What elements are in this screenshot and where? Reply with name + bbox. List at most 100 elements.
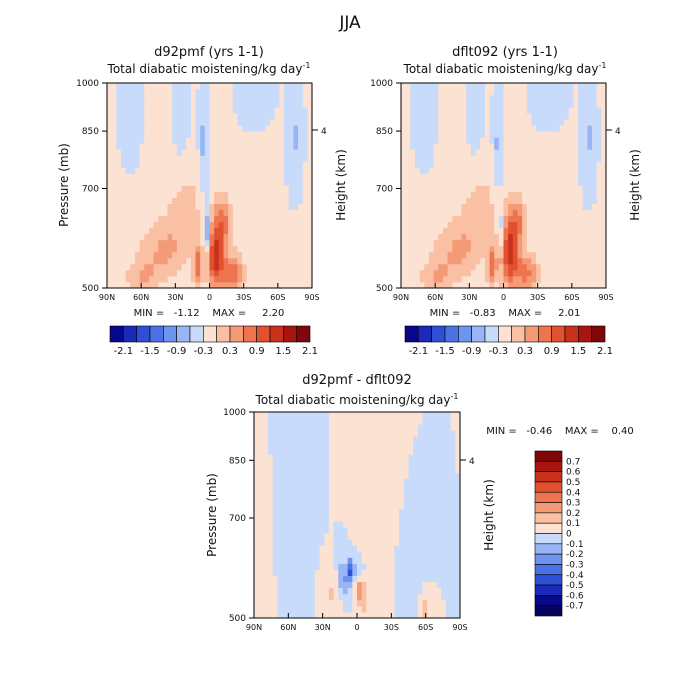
heatmap-cell	[554, 191, 560, 198]
heatmap-cell	[319, 569, 325, 576]
heatmap-cell	[181, 263, 187, 271]
heatmap-cell	[130, 173, 136, 180]
heatmap-cell	[288, 167, 294, 174]
heatmap-cell	[508, 143, 514, 150]
heatmap-cell	[214, 251, 220, 259]
heatmap-cell	[158, 161, 164, 168]
heatmap-cell	[134, 251, 141, 259]
heatmap-cell	[545, 173, 551, 180]
heatmap-cell	[413, 569, 419, 576]
heatmap-cell	[389, 454, 395, 461]
heatmap-cell	[282, 563, 288, 570]
heatmap-cell	[333, 502, 339, 510]
heatmap-cell	[559, 281, 565, 289]
heatmap-cell	[167, 107, 173, 114]
heatmap-cell	[371, 430, 377, 437]
heatmap-cell	[342, 508, 349, 516]
heatmap-cell	[107, 245, 113, 253]
heatmap-cell	[441, 454, 447, 461]
heatmap-cell	[319, 551, 325, 558]
heatmap-cell	[120, 131, 127, 138]
heatmap-cell	[394, 569, 400, 576]
heatmap-cell	[401, 275, 407, 283]
heatmap-cell	[272, 460, 278, 467]
heatmap-cell	[601, 197, 607, 204]
heatmap-cell	[302, 257, 308, 265]
heatmap-cell	[494, 179, 500, 186]
heatmap-cell	[456, 125, 462, 132]
heatmap-cell	[508, 167, 514, 174]
heatmap-cell	[375, 460, 381, 467]
heatmap-cell	[484, 263, 490, 271]
heatmap-cell	[447, 131, 453, 138]
heatmap-cell	[190, 275, 196, 283]
heatmap-cell	[536, 275, 542, 283]
heatmap-cell	[291, 611, 297, 619]
heatmap-cell	[242, 89, 248, 96]
heatmap-cell	[582, 89, 588, 96]
heatmap-cell	[408, 569, 414, 576]
heatmap-cell	[268, 515, 274, 522]
heatmap-cell	[314, 412, 320, 419]
heatmap-cell	[120, 107, 127, 114]
heatmap-cell	[291, 424, 297, 431]
heatmap-cell	[256, 269, 262, 277]
heatmap-cell	[427, 496, 433, 504]
heatmap-cell	[578, 95, 584, 102]
heatmap-cell	[319, 599, 325, 607]
heatmap-cell	[296, 454, 302, 461]
colorbar-tick-label: 2.1	[597, 346, 613, 357]
heatmap-cell	[310, 587, 316, 595]
heatmap-cell	[228, 131, 234, 138]
heatmap-cell	[394, 611, 400, 619]
heatmap-cell	[134, 107, 141, 114]
heatmap-cell	[305, 436, 311, 443]
heatmap-cell	[436, 490, 442, 498]
heatmap-cell	[162, 137, 168, 144]
heatmap-cell	[419, 89, 425, 96]
heatmap-cell	[494, 167, 500, 174]
heatmap-cell	[399, 460, 405, 467]
heatmap-cell	[305, 496, 311, 504]
heatmap-cell	[120, 251, 127, 259]
heatmap-cell	[256, 215, 262, 223]
heatmap-cell	[419, 257, 425, 265]
heatmap-cell	[403, 454, 409, 461]
heatmap-cell	[592, 95, 598, 102]
heatmap-cell	[475, 221, 481, 229]
heatmap-cell	[401, 233, 407, 241]
heatmap-cell	[125, 83, 131, 90]
colorbar-swatch	[176, 325, 191, 343]
heatmap-cell	[237, 215, 243, 223]
heatmap-cell	[424, 275, 430, 283]
heatmap-cell	[319, 496, 325, 504]
heatmap-cell	[347, 593, 353, 601]
heatmap-cell	[361, 575, 367, 583]
heatmap-cell	[578, 143, 584, 150]
heatmap-cell	[413, 424, 419, 431]
heatmap-cell	[480, 125, 486, 132]
heatmap-cell	[559, 137, 565, 144]
heatmap-cell	[401, 89, 407, 96]
heatmap-cell	[167, 83, 173, 90]
heatmap-cell	[484, 239, 490, 247]
heatmap-cell	[452, 137, 458, 144]
heatmap-cell	[302, 131, 308, 138]
heatmap-cell	[419, 179, 425, 186]
heatmap-cell	[286, 557, 292, 564]
heatmap-cell	[167, 167, 173, 174]
heatmap-cell	[366, 460, 372, 467]
heatmap-cell	[389, 533, 395, 540]
heatmap-cell	[148, 149, 154, 156]
heatmap-cell	[342, 484, 349, 492]
heatmap-cell	[573, 197, 579, 204]
heatmap-cell	[371, 508, 377, 516]
heatmap-cell	[144, 83, 150, 90]
heatmap-cell	[263, 442, 269, 449]
heatmap-cell	[540, 275, 546, 283]
heatmap-cell	[436, 502, 442, 510]
heatmap-cell	[401, 143, 407, 150]
heatmap-cell	[305, 569, 311, 576]
heatmap-cell	[284, 125, 290, 132]
heatmap-cell	[134, 125, 141, 132]
